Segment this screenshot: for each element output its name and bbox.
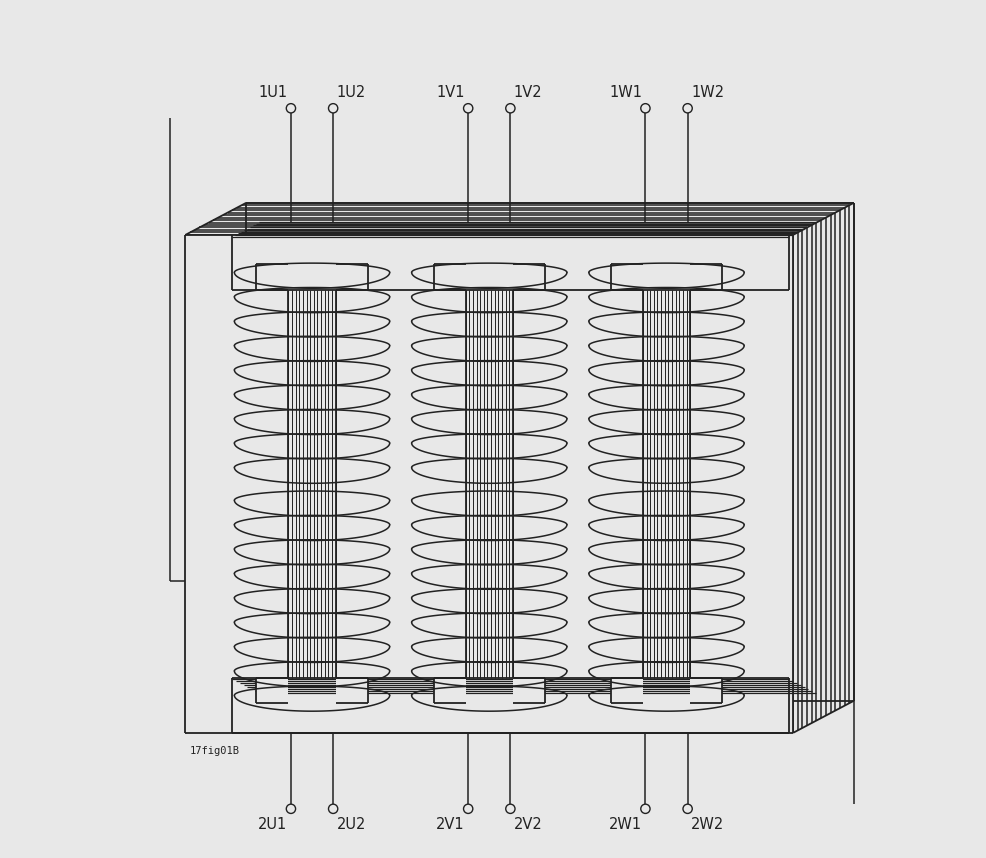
Bar bbox=[335, 264, 368, 290]
Bar bbox=[433, 678, 465, 704]
Text: 2W2: 2W2 bbox=[690, 817, 724, 832]
Text: 1W1: 1W1 bbox=[608, 85, 642, 100]
Bar bbox=[433, 264, 465, 290]
Text: 2W1: 2W1 bbox=[608, 817, 642, 832]
Text: 1V1: 1V1 bbox=[436, 85, 464, 100]
Bar bbox=[256, 264, 288, 290]
Text: 2U2: 2U2 bbox=[336, 817, 366, 832]
Text: 1V2: 1V2 bbox=[514, 85, 542, 100]
Bar bbox=[185, 235, 793, 733]
Bar bbox=[610, 264, 642, 290]
Bar bbox=[256, 678, 288, 704]
Text: 2U1: 2U1 bbox=[258, 817, 287, 832]
Text: 1U2: 1U2 bbox=[336, 85, 366, 100]
Text: 2V1: 2V1 bbox=[436, 817, 464, 832]
Text: 1W2: 1W2 bbox=[690, 85, 724, 100]
Bar bbox=[513, 264, 544, 290]
Text: 2V2: 2V2 bbox=[514, 817, 542, 832]
Bar bbox=[689, 678, 722, 704]
Text: 17fig01B: 17fig01B bbox=[189, 746, 240, 756]
Bar bbox=[335, 678, 368, 704]
Bar bbox=[513, 678, 544, 704]
Bar bbox=[689, 264, 722, 290]
Text: 1U1: 1U1 bbox=[258, 85, 287, 100]
Bar bbox=[610, 678, 642, 704]
